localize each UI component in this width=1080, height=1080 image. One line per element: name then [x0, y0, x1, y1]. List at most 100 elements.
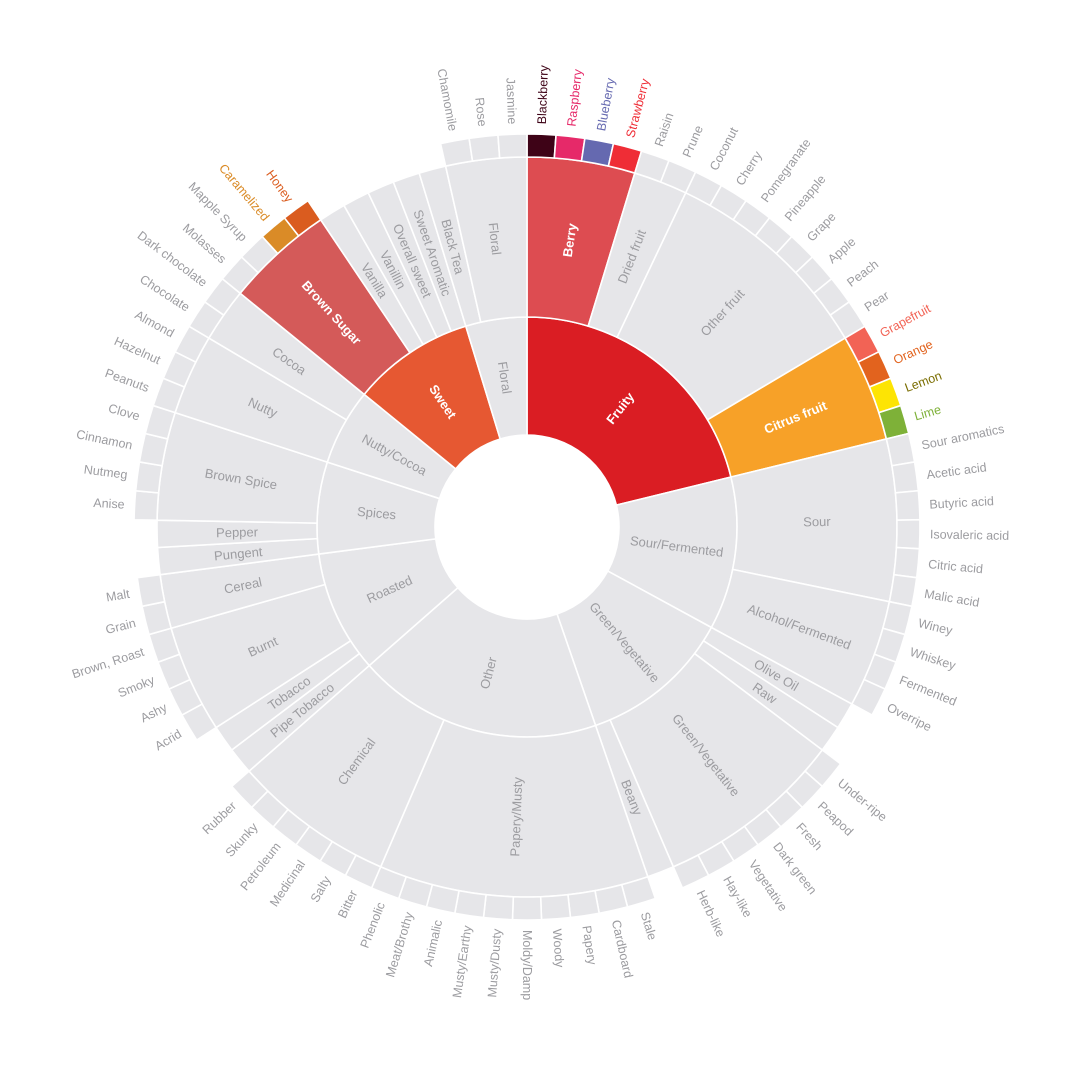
segment-malt[interactable] — [136, 573, 166, 608]
label-stale: Stale — [638, 910, 660, 941]
segment-butyric-acid[interactable] — [894, 489, 921, 521]
segment-citric-acid[interactable] — [893, 546, 921, 579]
segment-blackberry[interactable] — [526, 133, 557, 159]
label-papery: Papery — [579, 925, 599, 967]
segment-moldy-damp[interactable] — [511, 895, 543, 921]
label-whiskey: Whiskey — [908, 645, 958, 673]
label-papery-musty: Papery/Musty — [507, 776, 525, 856]
label-lemon: Lemon — [903, 369, 944, 395]
label-grape: Grape — [804, 210, 838, 245]
label-fresh: Fresh — [793, 820, 825, 853]
segment-herb-like[interactable] — [672, 854, 710, 890]
label-spices: Spices — [357, 504, 398, 523]
segment-papery[interactable] — [567, 889, 601, 919]
label-sour-aromatics: Sour aromatics — [920, 422, 1005, 453]
label-acetic-acid: Acetic acid — [926, 460, 988, 482]
label-blueberry: Blueberry — [594, 76, 618, 132]
segment-jasmine[interactable] — [497, 133, 528, 159]
label-pear: Pear — [862, 288, 892, 314]
segment-isovaleric-acid[interactable] — [895, 518, 921, 550]
segment-honey[interactable] — [283, 199, 322, 238]
label-woody: Woody — [550, 928, 567, 968]
label-musty-earthy: Musty/Earthy — [450, 924, 475, 999]
label-peapod: Peapod — [815, 799, 856, 839]
label-raisin: Raisin — [652, 111, 677, 148]
label-rose: Rose — [472, 97, 489, 128]
label-molasses: Molasses — [180, 221, 229, 266]
label-pepper: Pepper — [216, 524, 259, 540]
label-cherry: Cherry — [733, 148, 765, 188]
label-berry: Berry — [560, 222, 580, 259]
label-grapefruit: Grapefruit — [878, 301, 934, 340]
label-peanuts: Peanuts — [103, 366, 151, 395]
label-apple: Apple — [825, 235, 858, 267]
label-brown-roast: Brown, Roast — [70, 645, 146, 682]
label-meat-brothy: Meat/Brothy — [383, 910, 416, 979]
label-skunky: Skunky — [223, 820, 261, 860]
label-herb-like: Herb-like — [694, 888, 728, 939]
label-vegetative: Vegetative — [746, 858, 790, 914]
segment-rose[interactable] — [468, 134, 501, 162]
segment-acetic-acid[interactable] — [890, 461, 920, 494]
label-anise: Anise — [93, 496, 125, 512]
label-citric-acid: Citric acid — [928, 557, 984, 576]
label-fermented: Fermented — [897, 673, 958, 709]
label-prune: Prune — [680, 123, 706, 159]
label-isovaleric-acid: Isovaleric acid — [930, 527, 1009, 542]
label-chocolate: Chocolate — [137, 272, 192, 314]
label-overripe: Overripe — [885, 700, 934, 734]
label-moldy-damp: Moldy/Damp — [520, 930, 534, 1000]
segment-overripe[interactable] — [850, 678, 887, 717]
label-cardboard: Cardboard — [609, 919, 636, 980]
label-medicinal: Medicinal — [267, 858, 308, 910]
label-phenolic: Phenolic — [358, 900, 388, 950]
label-ashy: Ashy — [138, 700, 170, 725]
label-almond: Almond — [133, 308, 177, 341]
label-lime: Lime — [913, 403, 943, 424]
segment-malic-acid[interactable] — [888, 573, 918, 608]
label-animalic: Animalic — [421, 919, 445, 968]
segment-sour-aromatics[interactable] — [885, 432, 916, 467]
label-nutmeg: Nutmeg — [83, 462, 128, 482]
label-rubber: Rubber — [200, 799, 239, 837]
segment-anise[interactable] — [133, 489, 160, 521]
label-coconut: Coconut — [707, 125, 741, 173]
label-pungent: Pungent — [213, 544, 263, 563]
label-musty-dusty: Musty/Dusty — [485, 928, 504, 998]
segment-musty-dusty[interactable] — [482, 893, 515, 921]
segment-musty-earthy[interactable] — [453, 889, 487, 919]
label-malt: Malt — [105, 587, 131, 605]
segment-chamomile[interactable] — [439, 137, 474, 168]
label-peach: Peach — [844, 257, 881, 290]
label-jasmine: Jasmine — [503, 78, 519, 125]
label-butyric-acid: Butyric acid — [929, 494, 994, 512]
label-bitter: Bitter — [335, 888, 360, 920]
label-floral: Floral — [486, 222, 505, 256]
segment-rubber[interactable] — [230, 770, 269, 809]
label-chamomile: Chamomile — [434, 67, 459, 132]
segment-woody[interactable] — [539, 893, 572, 921]
label-blackberry: Blackberry — [535, 64, 551, 124]
label-orange: Orange — [891, 337, 935, 367]
label-cinnamon: Cinnamon — [75, 427, 134, 452]
label-petroleum: Petroleum — [238, 840, 284, 893]
label-smoky: Smoky — [116, 673, 157, 701]
segment-raspberry[interactable] — [553, 134, 586, 162]
label-malic-acid: Malic acid — [923, 587, 980, 610]
label-honey: Honey — [263, 168, 296, 206]
label-hay-like: Hay-like — [720, 874, 755, 920]
label-salty: Salty — [308, 873, 334, 905]
label-floral: Floral — [495, 360, 515, 394]
label-clove: Clove — [107, 401, 142, 423]
label-hazelnut: Hazelnut — [112, 334, 163, 367]
label-winey: Winey — [917, 616, 955, 638]
label-strawberry: Strawberry — [623, 76, 652, 139]
label-sour: Sour — [803, 514, 831, 530]
segment-nutmeg[interactable] — [134, 461, 164, 494]
label-raspberry: Raspberry — [565, 68, 585, 128]
segment-cardboard[interactable] — [594, 883, 629, 915]
label-grain: Grain — [104, 616, 137, 637]
label-acrid: Acrid — [152, 727, 184, 754]
